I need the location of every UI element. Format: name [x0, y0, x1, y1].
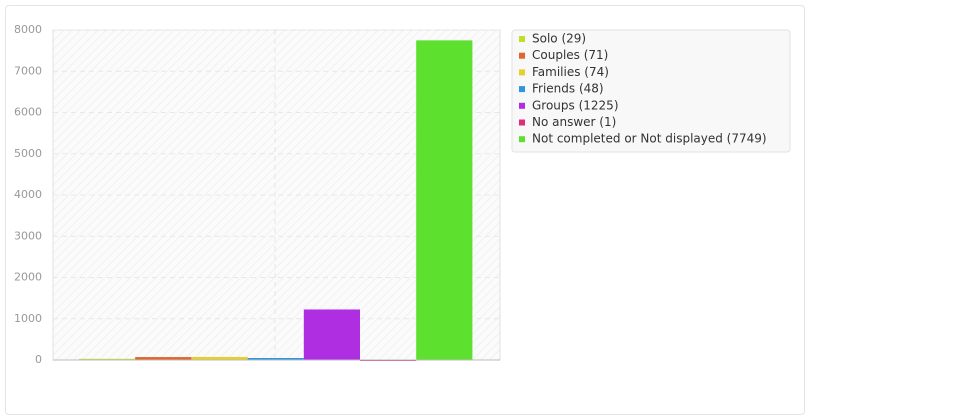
legend-label: Groups (1225) — [532, 98, 619, 112]
y-tick-label: 1000 — [14, 312, 42, 325]
y-tick-label: 5000 — [14, 147, 42, 160]
legend-swatch — [519, 136, 525, 143]
legend-label: Solo (29) — [532, 32, 586, 46]
bar — [135, 357, 192, 360]
legend-swatch — [519, 86, 525, 93]
legend-label: Not completed or Not displayed (7749) — [532, 132, 767, 146]
bar — [79, 358, 136, 360]
y-tick-label: 8000 — [14, 23, 42, 36]
legend-swatch — [519, 36, 525, 42]
legend — [511, 29, 791, 153]
y-tick-label: 4000 — [14, 188, 42, 201]
panel — [5, 5, 805, 415]
bar — [303, 309, 360, 360]
y-tick-label: 6000 — [14, 106, 42, 119]
legend-label: Families (74) — [532, 65, 609, 79]
y-tick-label: 0 — [35, 353, 42, 366]
legend-swatch — [519, 69, 525, 76]
y-tick-label: 3000 — [14, 229, 42, 242]
y-tick-label: 7000 — [14, 64, 42, 77]
legend-swatch — [519, 119, 525, 126]
y-tick-label: 2000 — [14, 271, 42, 284]
legend-swatch — [519, 52, 525, 59]
legend-swatch — [519, 102, 525, 109]
legend-label: Couples (71) — [532, 48, 608, 62]
bar — [247, 358, 304, 360]
bar — [191, 356, 248, 360]
legend-label: No answer (1) — [532, 115, 616, 129]
bar — [416, 40, 473, 360]
legend-label: Friends (48) — [532, 82, 604, 96]
